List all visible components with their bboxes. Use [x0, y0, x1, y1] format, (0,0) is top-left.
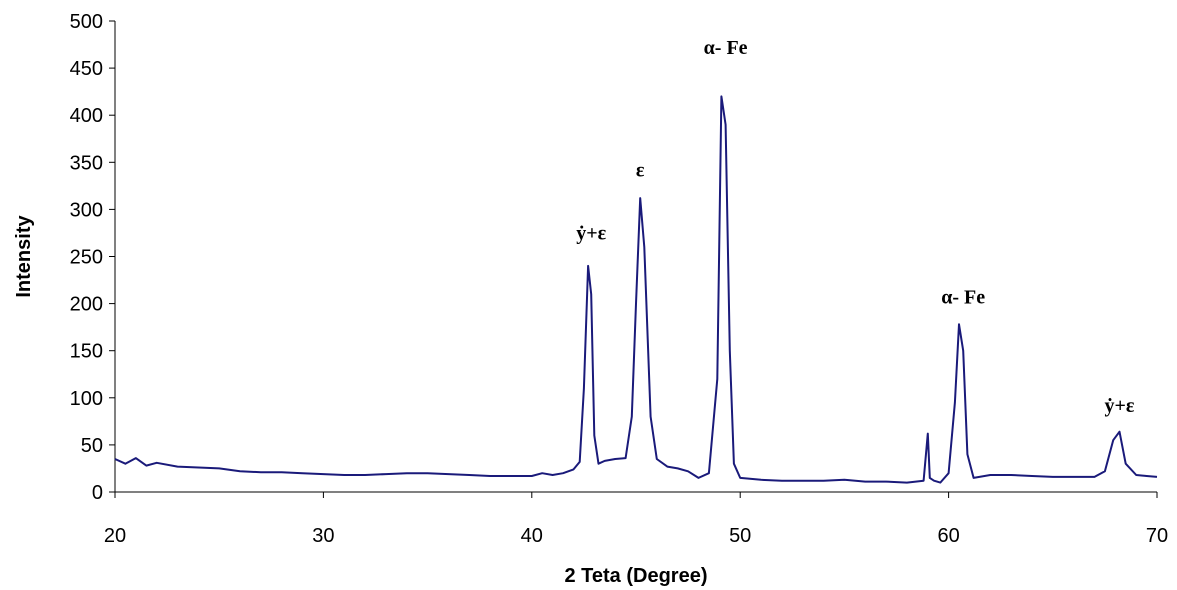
y-tick-label: 150: [70, 341, 103, 363]
y-tick-label: 500: [70, 11, 103, 33]
y-tick-label: 100: [70, 388, 103, 410]
peak-label: α- Fe: [941, 287, 985, 309]
y-tick-label: 450: [70, 58, 103, 80]
y-tick-label: 200: [70, 294, 103, 316]
x-tick-label: 30: [312, 525, 334, 547]
x-tick-label: 50: [729, 525, 751, 547]
y-tick-label: 0: [92, 482, 103, 504]
peak-label: ẏ+ε: [576, 223, 606, 245]
axis-ticks: 0 50 100 150 200 250 300 350 400 450 500 20 30 40 50 60…: [70, 11, 1169, 547]
series-line-0: [114, 95, 1158, 484]
x-tick-label: 60: [937, 525, 959, 547]
peak-label: ẏ+ε: [1105, 395, 1135, 417]
y-tick-label: 50: [81, 435, 103, 457]
y-tick-label: 250: [70, 247, 103, 269]
peak-annotations: ẏ+ε ε α- Fe α- Fe ẏ+ε: [576, 37, 1135, 417]
peak-label: ε: [636, 159, 645, 181]
y-tick-label: 400: [70, 105, 103, 127]
x-tick-label: 40: [521, 525, 543, 547]
y-tick-label: 300: [70, 199, 103, 221]
x-tick-label: 70: [1146, 525, 1168, 547]
x-axis-title: 2 Teta (Degree): [564, 565, 707, 587]
x-tick-label: 20: [104, 525, 126, 547]
peak-label: α- Fe: [704, 37, 748, 59]
axes: [114, 21, 1157, 493]
y-tick-label: 350: [70, 152, 103, 174]
y-axis-title: Intensity: [13, 215, 35, 298]
series-group: [114, 95, 1158, 484]
